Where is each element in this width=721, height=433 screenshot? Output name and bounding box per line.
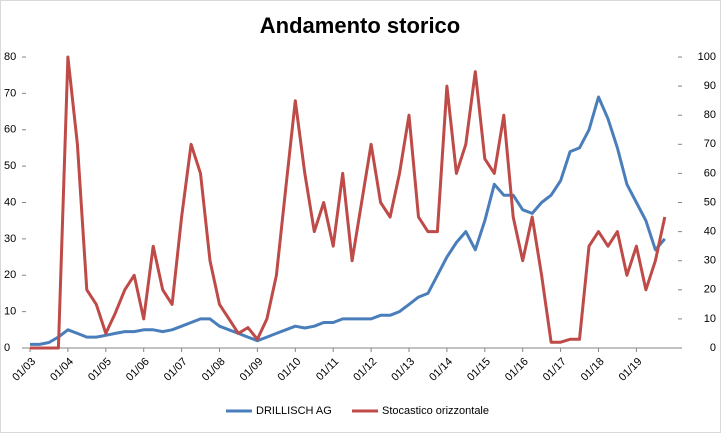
y2-tick-label: 70 [704, 138, 716, 150]
y2-tick-label: 40 [704, 226, 716, 238]
y2-tick-label: 90 [704, 80, 716, 92]
series-line [30, 55, 667, 350]
y2-tick-label: 30 [704, 255, 716, 267]
y-tick-label: 10 [4, 306, 16, 318]
legend-label: Stocastico orizzontale [382, 405, 489, 417]
y-tick-label: 40 [4, 196, 16, 208]
y-tick-label: 30 [4, 233, 16, 245]
series-line [30, 95, 666, 346]
legend-label: DRILLISCH AG [256, 405, 332, 417]
chart-title: Andamento storico [260, 13, 460, 38]
y2-tick-label: 10 [704, 313, 716, 325]
y2-tick-label: 60 [704, 167, 716, 179]
y-tick-label: 80 [4, 51, 16, 63]
y-tick-label: 50 [4, 160, 16, 172]
y2-tick-label: 100 [698, 51, 716, 63]
y2-tick-label: 20 [704, 284, 716, 296]
y2-tick-label: 80 [704, 109, 716, 121]
y2-tick-label: 0 [710, 342, 716, 354]
y-tick-label: 60 [4, 124, 16, 136]
y-tick-label: 0 [4, 342, 10, 354]
y-tick-label: 20 [4, 269, 16, 281]
y-tick-label: 70 [4, 87, 16, 99]
y2-tick-label: 50 [704, 196, 716, 208]
